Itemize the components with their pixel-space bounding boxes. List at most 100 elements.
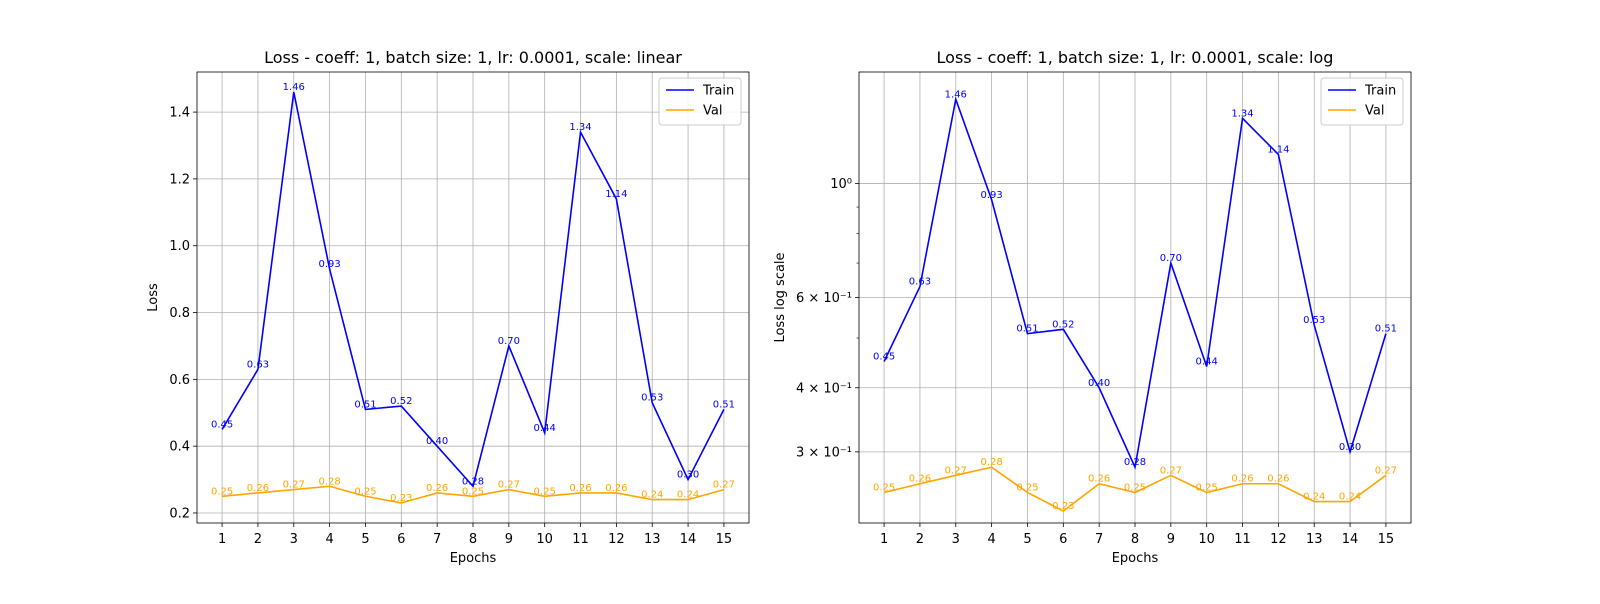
- data-label-train: 0.93: [318, 259, 340, 270]
- data-label-val: 0.28: [318, 476, 340, 487]
- y-axis-label: Loss log scale: [773, 252, 788, 342]
- x-tick-label: 7: [1095, 532, 1103, 547]
- data-label-train: 0.30: [1339, 442, 1361, 453]
- data-label-val: 0.24: [1303, 492, 1325, 503]
- x-tick-label: 11: [1234, 532, 1251, 547]
- data-label-train: 0.70: [498, 336, 520, 347]
- data-label-train: 1.46: [945, 89, 967, 100]
- data-label-train: 0.45: [873, 352, 895, 363]
- y-tick-label: 4 × 10⁻¹: [796, 381, 852, 396]
- data-label-val: 0.26: [605, 483, 627, 494]
- y-tick-label: 10⁰: [830, 177, 852, 192]
- x-tick-label: 10: [536, 532, 553, 547]
- x-tick-label: 12: [608, 532, 625, 547]
- data-label-train: 0.30: [677, 470, 699, 481]
- data-label-val: 0.26: [247, 483, 269, 494]
- y-tick-label: 0.6: [169, 373, 190, 388]
- data-label-val: 0.23: [1052, 501, 1074, 512]
- plot-frame: [858, 71, 1412, 524]
- data-label-train: 0.63: [909, 277, 931, 288]
- data-label-train: 0.40: [426, 436, 448, 447]
- y-tick-label: 3 × 10⁻¹: [796, 445, 852, 460]
- data-label-val: 0.26: [909, 474, 931, 485]
- data-label-train: 0.51: [713, 399, 735, 410]
- x-tick-label: 5: [1023, 532, 1031, 547]
- series-line-val: [222, 485, 725, 504]
- x-tick-label: 1: [218, 532, 226, 547]
- data-label-train: 0.53: [1303, 315, 1325, 326]
- x-tick-label: 4: [325, 532, 333, 547]
- data-label-val: 0.25: [1196, 482, 1218, 493]
- data-label-val: 0.24: [677, 490, 699, 501]
- data-label-val: 0.25: [873, 482, 895, 493]
- x-tick-label: 3: [952, 532, 960, 547]
- y-tick-label: 1.0: [169, 239, 190, 254]
- data-label-val: 0.27: [498, 480, 520, 491]
- x-tick-label: 7: [433, 532, 441, 547]
- data-label-val: 0.25: [1016, 482, 1038, 493]
- x-axis-label: Epochs: [1112, 551, 1159, 566]
- chart-title: Loss - coeff: 1, batch size: 1, lr: 0.00…: [937, 48, 1334, 67]
- data-label-val: 0.27: [1160, 465, 1182, 476]
- x-tick-label: 6: [397, 532, 405, 547]
- data-label-val: 0.25: [1124, 482, 1146, 493]
- y-tick-label: 6 × 10⁻¹: [796, 291, 852, 306]
- y-tick-label: 1.4: [169, 106, 190, 121]
- x-tick-label: 9: [505, 532, 513, 547]
- x-tick-label: 8: [469, 532, 477, 547]
- x-tick-label: 2: [254, 532, 262, 547]
- y-tick-label: 0.8: [169, 306, 190, 321]
- y-axis-label: Loss: [146, 283, 161, 312]
- x-tick-label: 15: [716, 532, 733, 547]
- data-label-train: 0.40: [1088, 378, 1110, 389]
- x-tick-label: 13: [1306, 532, 1323, 547]
- data-label-val: 0.25: [462, 486, 484, 497]
- data-label-val: 0.28: [980, 457, 1002, 468]
- x-tick-label: 14: [1342, 532, 1359, 547]
- data-label-train: 0.63: [247, 359, 269, 370]
- x-tick-label: 1: [880, 532, 888, 547]
- data-label-val: 0.25: [211, 486, 233, 497]
- data-label-train: 1.46: [283, 82, 305, 93]
- data-label-val: 0.26: [1088, 474, 1110, 485]
- series-line-train: [883, 96, 1387, 470]
- data-label-val: 0.26: [426, 483, 448, 494]
- x-tick-label: 9: [1167, 532, 1175, 547]
- series-line-train: [221, 91, 725, 488]
- x-axis-label: Epochs: [450, 551, 497, 566]
- x-tick-label: 12: [1270, 532, 1287, 547]
- legend: Train Val: [658, 77, 742, 126]
- legend-label-val: Val: [1365, 104, 1384, 119]
- data-label-val: 0.23: [390, 493, 412, 504]
- chart-log: 1 2 3 4 5 6 7 8 9 10 11 12 13 14 153 × 10⁻¹4 × 10⁻¹6 ×…: [773, 48, 1412, 566]
- data-label-val: 0.27: [945, 465, 967, 476]
- data-label-val: 0.27: [1375, 465, 1397, 476]
- x-tick-label: 6: [1059, 532, 1067, 547]
- x-tick-label: 14: [680, 532, 697, 547]
- y-tick-label: 1.2: [169, 172, 190, 187]
- data-label-train: 0.28: [1124, 457, 1146, 468]
- x-tick-label: 13: [644, 532, 661, 547]
- data-label-train: 0.70: [1160, 253, 1182, 264]
- data-label-train: 1.34: [1231, 108, 1253, 119]
- data-label-val: 0.25: [534, 486, 556, 497]
- chart-title: Loss - coeff: 1, batch size: 1, lr: 0.00…: [264, 48, 682, 67]
- data-label-train: 0.51: [1375, 324, 1397, 335]
- x-tick-label: 15: [1378, 532, 1395, 547]
- x-tick-label: 5: [361, 532, 369, 547]
- data-label-val: 0.24: [641, 490, 663, 501]
- data-label-val: 0.26: [1267, 474, 1289, 485]
- legend: Train Val: [1320, 77, 1404, 126]
- data-label-val: 0.26: [569, 483, 591, 494]
- x-tick-label: 11: [572, 532, 589, 547]
- data-label-train: 1.14: [1267, 144, 1289, 155]
- legend-label-train: Train: [1364, 84, 1396, 99]
- data-label-train: 1.34: [569, 122, 591, 133]
- data-label-train: 0.52: [390, 396, 412, 407]
- data-label-val: 0.25: [354, 486, 376, 497]
- data-label-train: 1.14: [605, 189, 627, 200]
- x-tick-label: 4: [987, 532, 995, 547]
- data-label-train: 0.28: [462, 476, 484, 487]
